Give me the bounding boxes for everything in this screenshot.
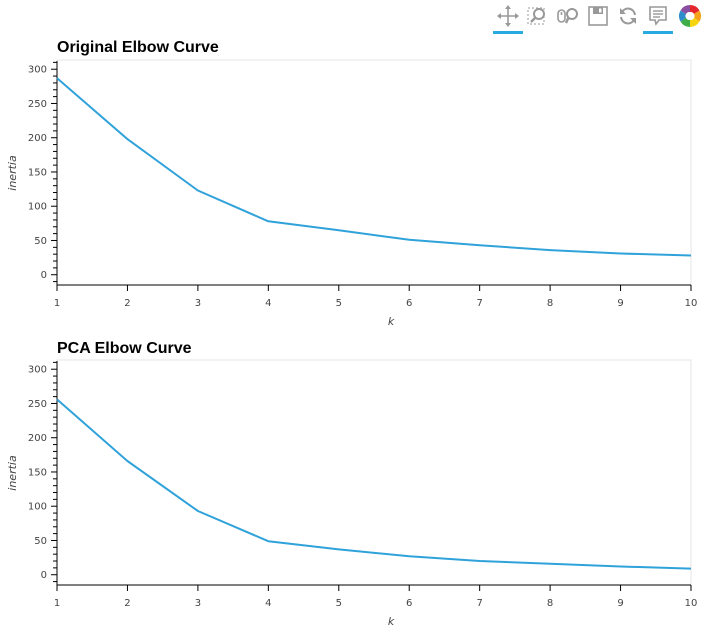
x-tick-label: 5: [336, 598, 342, 609]
chart-panel-1: Original Elbow Curve 0 50 100 150 200 250 300 in…: [6, 39, 697, 328]
y-tick-label: 200: [28, 133, 47, 144]
x-tick-label: 3: [195, 298, 201, 309]
x-axis-label: k: [388, 615, 395, 628]
bokeh-logo[interactable]: [678, 4, 702, 28]
wheel-zoom-icon: [557, 8, 578, 24]
x-tick-label: 10: [685, 298, 698, 309]
x-tick-label: 3: [195, 598, 201, 609]
x-tick-label: 6: [406, 598, 412, 609]
y-tick-label: 150: [28, 467, 47, 478]
pan-tool[interactable]: [493, 4, 523, 34]
y-tick-label: 100: [28, 502, 47, 513]
x-axis-label: k: [388, 315, 395, 328]
y-axis-label: inertia: [6, 455, 19, 491]
chart-title: PCA Elbow Curve: [57, 340, 192, 357]
reset-icon: [620, 7, 636, 25]
reset-tool[interactable]: [616, 4, 640, 28]
x-tick-label: 9: [617, 598, 623, 609]
save-tool[interactable]: [586, 4, 610, 28]
y-tick-label: 50: [34, 536, 47, 547]
save-icon: [588, 6, 608, 26]
x-tick-label: 2: [124, 298, 130, 309]
x-tick-label: 9: [617, 298, 623, 309]
toolbar: [490, 0, 717, 34]
y-tick-label: 250: [28, 399, 47, 410]
y-tick-label: 300: [28, 65, 47, 76]
y-tick-label: 150: [28, 167, 47, 178]
x-tick-label: 1: [54, 598, 60, 609]
box-zoom-tool[interactable]: [526, 4, 550, 28]
box-zoom-icon: [527, 7, 545, 25]
x-tick-label: 5: [336, 298, 342, 309]
x-tick-label: 7: [476, 298, 482, 309]
plot-frame: [56, 59, 692, 286]
y-tick-label: 200: [28, 433, 47, 444]
y-tick-label: 100: [28, 202, 47, 213]
x-tick-label: 8: [547, 298, 553, 309]
x-tick-label: 2: [124, 598, 130, 609]
chart-panel-2: PCA Elbow Curve 0 50 100 150 200 250 300 inertia…: [6, 340, 697, 628]
hover-tool[interactable]: [643, 4, 673, 34]
plot-frame: [56, 359, 692, 586]
pan-icon: [497, 5, 519, 27]
x-tick-label: 4: [265, 298, 271, 309]
y-axis-label: inertia: [6, 155, 19, 191]
y-tick-label: 250: [28, 99, 47, 110]
x-tick-label: 1: [54, 298, 60, 309]
y-tick-label: 300: [28, 365, 47, 376]
chart-title: Original Elbow Curve: [57, 39, 219, 56]
data-line: [56, 77, 692, 257]
x-tick-label: 7: [476, 598, 482, 609]
x-tick-label: 8: [547, 598, 553, 609]
x-tick-label: 4: [265, 598, 271, 609]
hover-icon: [649, 6, 667, 26]
x-tick-label: 10: [685, 598, 698, 609]
bokeh-logo-icon: [679, 5, 701, 27]
data-line: [56, 398, 692, 570]
x-tick-label: 6: [406, 298, 412, 309]
y-tick-label: 0: [41, 570, 47, 581]
wheel-zoom-tool[interactable]: [556, 4, 580, 28]
y-tick-label: 0: [41, 270, 47, 281]
y-tick-label: 50: [34, 236, 47, 247]
